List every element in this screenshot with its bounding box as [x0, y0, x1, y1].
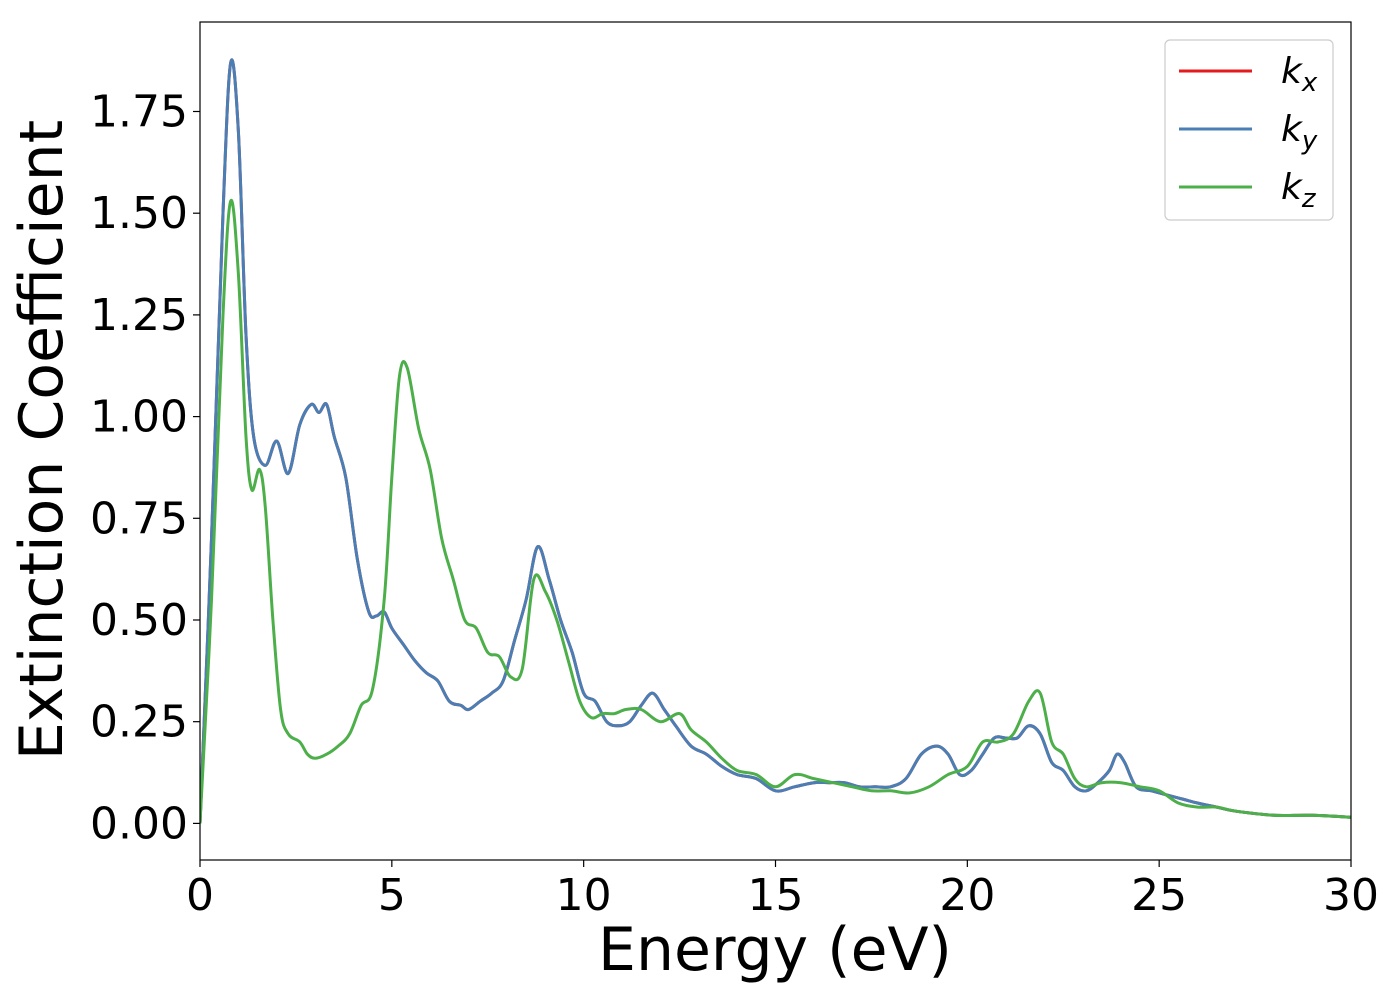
y-tick-label: 0.25 — [90, 697, 188, 748]
y-tick-label: 0.50 — [90, 595, 188, 646]
y-tick-label: 0.00 — [90, 798, 188, 849]
series-line-kz — [200, 198, 1351, 824]
x-tick-label: 0 — [186, 870, 214, 921]
y-tick-label: 1.50 — [90, 188, 188, 239]
legend: kx ky kz — [1164, 39, 1334, 221]
y-tick-label: 1.25 — [90, 290, 188, 341]
legend-label-kz: kz — [1281, 167, 1317, 214]
x-tick-label: 20 — [939, 870, 995, 921]
x-tick-label: 15 — [748, 870, 804, 921]
legend-label-kx: kx — [1281, 51, 1318, 98]
plot-area — [200, 58, 1351, 824]
series-line-ky — [200, 58, 1351, 824]
y-tick-label: 1.00 — [90, 392, 188, 443]
x-axis-title: Energy (eV) — [598, 915, 952, 985]
x-tick-label: 25 — [1131, 870, 1187, 921]
y-tick-label: 1.75 — [90, 86, 188, 137]
axes: 0 5 10 15 20 25 30 0.00 0.25 0.50 0.75 1.00 1.25 1.50… — [90, 21, 1379, 921]
y-tick-label: 0.75 — [90, 493, 188, 544]
legend-label-ky: ky — [1281, 109, 1318, 156]
y-axis-title: Extinction Coefficient — [7, 120, 77, 760]
x-tick-label: 30 — [1323, 870, 1379, 921]
x-tick-label: 10 — [556, 870, 612, 921]
x-tick-label: 5 — [378, 870, 406, 921]
